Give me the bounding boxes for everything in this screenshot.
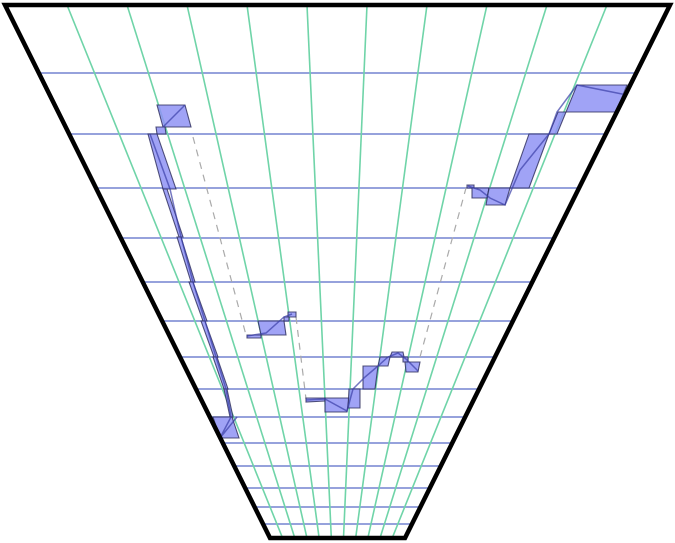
trace-line (149, 133, 238, 439)
converging-grid-line (367, 5, 488, 538)
converging-grid-line (379, 5, 548, 538)
shaded-region (200, 320, 219, 358)
dashed-connector (419, 187, 467, 358)
converging-grid-line (354, 5, 428, 538)
dashed-connector (192, 136, 247, 336)
grid (5, 5, 670, 538)
shaded-region (155, 126, 167, 135)
converging-grid-line (246, 5, 320, 538)
converging-grid-line (342, 5, 368, 538)
shaded-regions (147, 84, 628, 439)
trace-line (467, 84, 628, 207)
shaded-region (548, 111, 567, 135)
trace-line (162, 104, 186, 128)
trace-line (246, 313, 293, 337)
converging-grid-line (306, 5, 333, 538)
converging-grid-line (126, 5, 296, 538)
trace-line (305, 352, 419, 413)
converging-grid-line (66, 5, 284, 538)
converging-grid-line (186, 5, 308, 538)
shaded-region (362, 365, 379, 390)
shaded-region (147, 133, 177, 190)
dashed-connector (295, 316, 307, 400)
converging-grid-line (391, 5, 608, 538)
dashed-connectors (192, 136, 467, 400)
shaded-region (176, 236, 196, 283)
shaded-region (283, 316, 290, 322)
shaded-region (509, 133, 550, 189)
